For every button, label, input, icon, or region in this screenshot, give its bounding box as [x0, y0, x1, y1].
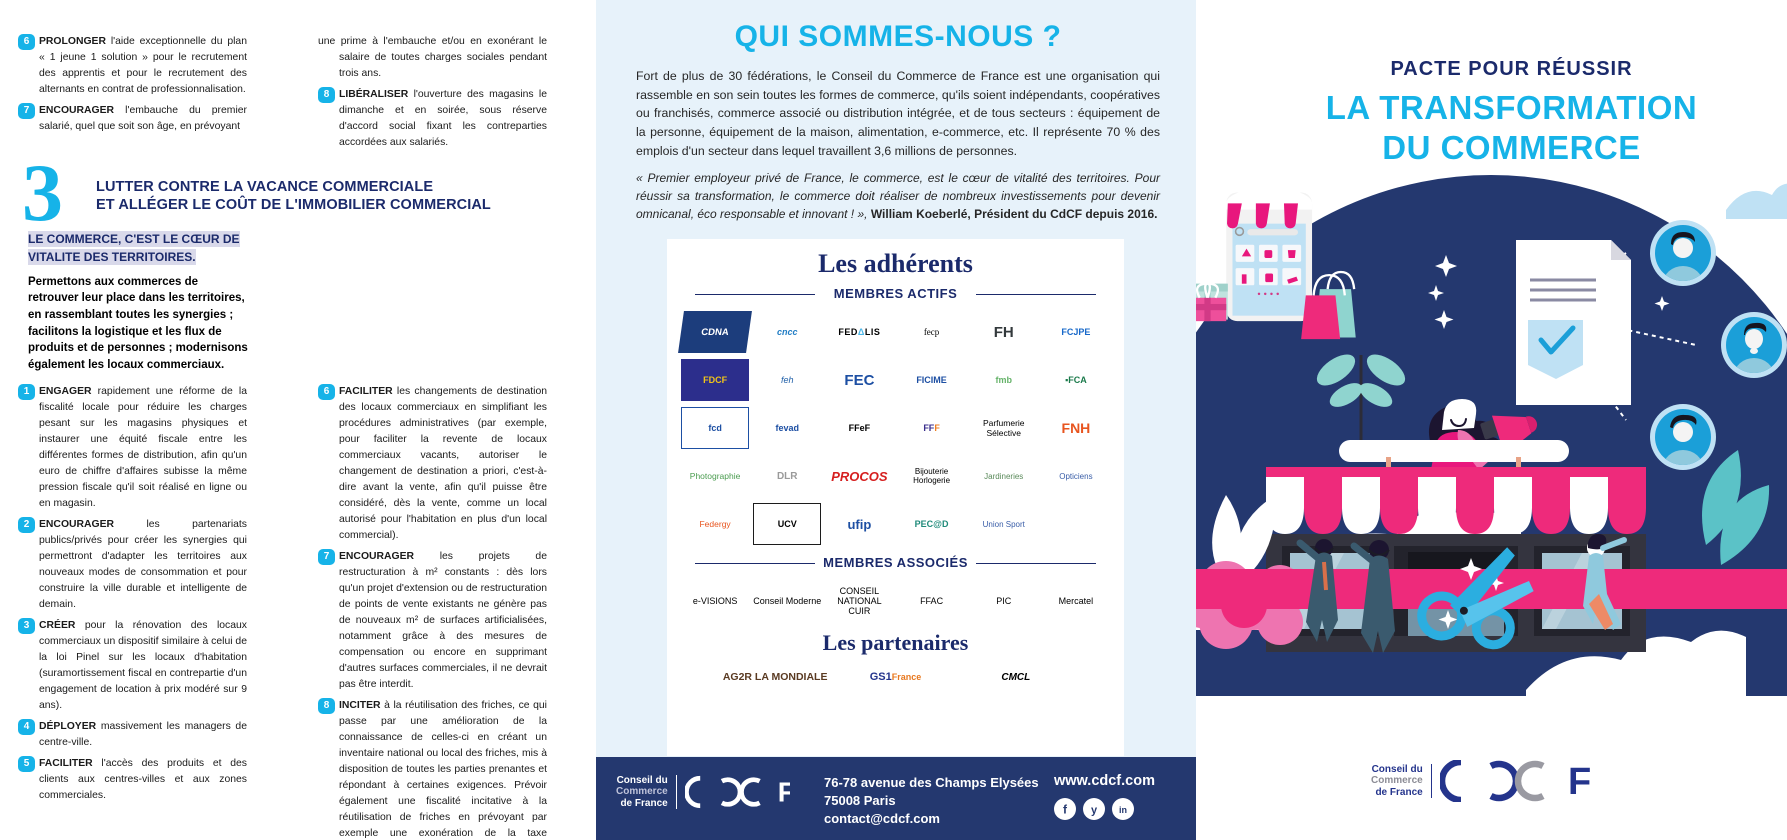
svg-text:y: y — [1091, 805, 1098, 817]
svg-text:F: F — [1568, 761, 1591, 802]
svg-text:F: F — [777, 776, 789, 807]
svg-text:in: in — [1119, 805, 1127, 815]
